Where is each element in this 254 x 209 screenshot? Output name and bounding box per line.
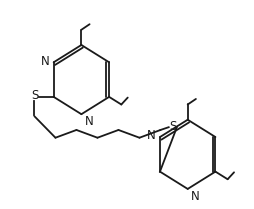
Text: N: N	[147, 129, 155, 142]
Text: N: N	[41, 55, 49, 68]
Text: N: N	[190, 190, 199, 203]
Text: S: S	[168, 120, 176, 133]
Text: S: S	[31, 89, 38, 102]
Text: N: N	[84, 115, 93, 128]
